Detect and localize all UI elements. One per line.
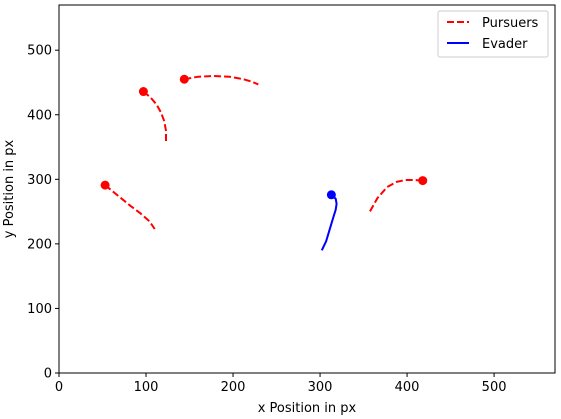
- pursuer-position-marker-3: [418, 176, 428, 186]
- x-axis: 0 100 200 300 400 500: [55, 373, 507, 395]
- y-tick-label: 300: [27, 173, 52, 188]
- y-tick-label: 200: [27, 237, 52, 252]
- y-tick-label: 500: [27, 44, 52, 59]
- x-axis-label: x Position in px: [258, 401, 357, 416]
- plot-frame: [58, 4, 556, 374]
- pursuer-position-marker-2: [179, 74, 189, 84]
- series-layer: [100, 74, 428, 251]
- evader-position-marker-4: [326, 190, 336, 200]
- pursuer-path-2: [184, 75, 259, 86]
- pursuer-path-3: [367, 179, 423, 214]
- y-axis: 0 100 200 300 400 500: [27, 44, 59, 382]
- x-tick-label: 0: [55, 380, 63, 395]
- legend-pursuers-label: Pursuers: [482, 16, 539, 31]
- legend-evader-label: Evader: [482, 37, 528, 52]
- legend: Pursuers Evader: [437, 10, 549, 58]
- pursuer-position-marker-0: [100, 180, 110, 190]
- x-tick-label: 400: [395, 380, 420, 395]
- x-tick-label: 300: [308, 380, 333, 395]
- y-tick-label: 0: [44, 367, 52, 382]
- plot-area: [59, 5, 555, 373]
- y-tick-label: 100: [27, 302, 52, 317]
- x-tick-label: 500: [482, 380, 507, 395]
- y-axis-label: y Position in px: [2, 139, 17, 238]
- x-tick-label: 100: [134, 380, 159, 395]
- pursuer-path-1: [142, 90, 167, 144]
- legend-box: [437, 10, 549, 58]
- pursuer-position-marker-1: [138, 87, 148, 97]
- evader-path-4: [320, 194, 338, 251]
- pursuer-path-0: [104, 184, 156, 230]
- y-tick-label: 400: [27, 108, 52, 123]
- x-tick-label: 200: [221, 380, 246, 395]
